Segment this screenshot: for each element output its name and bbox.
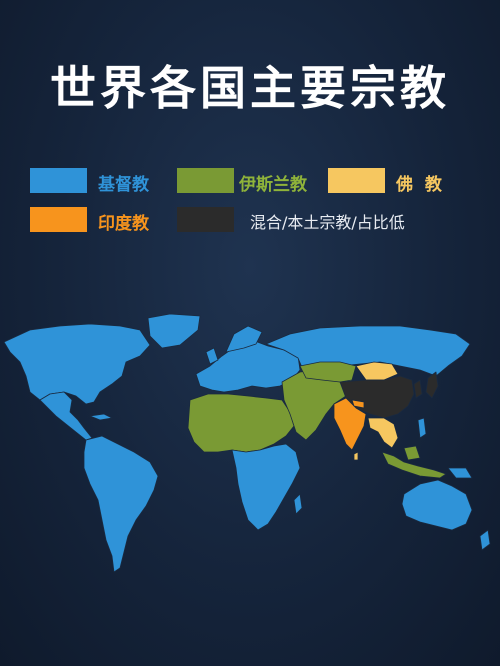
legend-swatch-mixed xyxy=(177,207,234,232)
region-australia xyxy=(401,479,473,531)
legend-swatch-islam xyxy=(177,168,234,193)
region-papua xyxy=(447,467,473,479)
region-nepal xyxy=(351,399,365,409)
legend-label-hinduism: 印度教 xyxy=(98,214,149,234)
region-southeast-asia xyxy=(367,417,399,449)
region-central-asia xyxy=(299,361,357,383)
region-japan xyxy=(425,371,439,399)
region-borneo xyxy=(403,445,421,461)
legend-label-christianity: 基督教 xyxy=(98,175,149,195)
region-north-africa xyxy=(187,393,295,453)
region-caribbean xyxy=(89,413,113,421)
region-greenland xyxy=(147,313,201,349)
legend-row-2: 印度教 混合/本土宗教/占比低 xyxy=(30,207,470,234)
region-north-america xyxy=(3,323,151,405)
legend-row-1: 基督教 伊斯兰教 佛 教 xyxy=(30,168,470,195)
region-indonesia xyxy=(381,451,447,479)
region-uk xyxy=(205,347,219,365)
region-central-america xyxy=(39,391,93,441)
region-southern-africa xyxy=(231,443,301,531)
region-mongolia xyxy=(355,361,399,381)
legend-swatch-hinduism xyxy=(30,207,87,232)
region-madagascar xyxy=(293,493,303,515)
region-philippines xyxy=(417,417,427,439)
region-india xyxy=(333,397,367,451)
legend-swatch-christianity xyxy=(30,168,87,193)
region-scandinavia xyxy=(225,325,263,353)
legend-label-mixed: 混合/本土宗教/占比低 xyxy=(250,213,405,232)
region-korea xyxy=(413,379,423,399)
legend-label-buddhism: 佛 教 xyxy=(396,175,442,195)
world-map xyxy=(3,313,491,573)
legend-label-islam: 伊斯兰教 xyxy=(239,175,307,195)
legend-swatch-buddhism xyxy=(328,168,385,193)
page-title: 世界各国主要宗教 xyxy=(50,61,450,115)
region-new-zealand xyxy=(479,529,491,551)
region-south-america xyxy=(83,435,159,573)
region-sri-lanka xyxy=(353,451,359,461)
